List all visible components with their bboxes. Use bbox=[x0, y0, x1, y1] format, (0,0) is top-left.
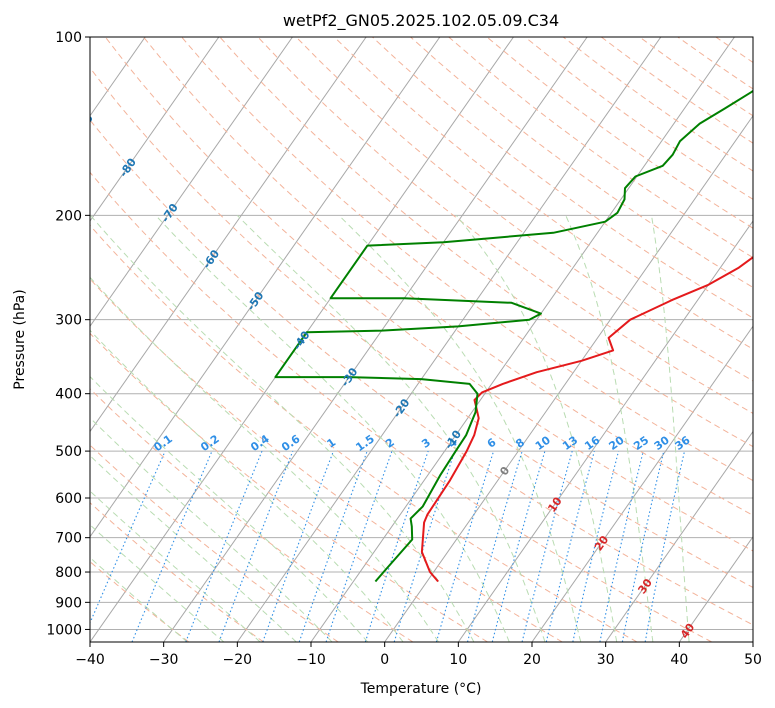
isotherm-line bbox=[752, 641, 753, 642]
mixing-ratio-line bbox=[435, 450, 495, 642]
mixing-ratio-line bbox=[185, 450, 263, 642]
dry-adiabat-line bbox=[90, 67, 753, 588]
moist-adiabat-line bbox=[90, 375, 369, 642]
mixing-ratio-line bbox=[491, 450, 546, 642]
mixing-ratio-line bbox=[131, 450, 213, 642]
dry-adiabat-line bbox=[257, 37, 753, 414]
isotherm-line bbox=[90, 37, 220, 222]
x-tick-label: 40 bbox=[670, 652, 688, 668]
isotherm-label: -100 bbox=[33, 58, 60, 88]
dry-adiabat-line bbox=[104, 37, 753, 552]
x-axis-label: Temperature (°C) bbox=[360, 681, 482, 697]
ticks-layer: −40 −30 −20 −10 0 10 20 30 40 50 100 200 300 400 500 60… bbox=[46, 30, 762, 668]
x-tick-label: −20 bbox=[223, 652, 253, 668]
isotherm-line bbox=[163, 37, 588, 642]
y-tick-label: 200 bbox=[55, 208, 82, 224]
isotherm-line bbox=[90, 37, 293, 328]
dry-adiabat-line bbox=[410, 37, 753, 289]
dry-adiabat-line bbox=[143, 37, 753, 516]
dry-adiabat-line bbox=[90, 171, 712, 642]
x-tick-label: 0 bbox=[380, 652, 389, 668]
moist-adiabat-line bbox=[236, 214, 546, 642]
y-tick-label: 900 bbox=[55, 595, 82, 611]
isotherm-line bbox=[457, 220, 753, 642]
x-tick-label: 10 bbox=[449, 652, 467, 668]
moist-adiabat-line bbox=[90, 454, 297, 642]
moist-adiabat-line bbox=[338, 214, 582, 642]
y-axis-label: Pressure (hPa) bbox=[12, 289, 28, 389]
dry-adiabat-line bbox=[90, 332, 488, 642]
isotherm-line bbox=[605, 430, 753, 642]
y-tick-label: 700 bbox=[55, 531, 82, 547]
dry-adiabat-line bbox=[90, 224, 638, 642]
mixing-ratio-line bbox=[599, 450, 644, 642]
x-tick-label: 20 bbox=[523, 652, 541, 668]
mixing-ratio-line bbox=[545, 450, 595, 642]
grid-layer bbox=[0, 37, 753, 642]
dewpoint-profile-line bbox=[274, 89, 753, 583]
moist-adiabat-line bbox=[90, 417, 333, 642]
isotherm-line bbox=[90, 37, 441, 538]
moist-adiabat-line bbox=[90, 329, 404, 642]
temperature-profile-line bbox=[420, 256, 753, 583]
y-tick-label: 400 bbox=[55, 387, 82, 403]
y-tick-label: 300 bbox=[55, 313, 82, 329]
dry-adiabat-line bbox=[90, 388, 414, 642]
mixing-ratio-line bbox=[572, 450, 620, 642]
dry-adiabat-line bbox=[295, 37, 753, 382]
dry-adiabat-line bbox=[90, 502, 264, 642]
x-tick-label: −30 bbox=[149, 652, 179, 668]
y-tick-label: 100 bbox=[55, 30, 82, 46]
moist-adiabat-line bbox=[155, 214, 510, 642]
mixing-ratio-line bbox=[218, 450, 294, 642]
y-tick-label: 1000 bbox=[46, 622, 82, 638]
moist-adiabat-line bbox=[90, 276, 439, 642]
mixing-ratio-line bbox=[298, 450, 368, 642]
mixing-ratio-line bbox=[364, 450, 429, 642]
y-tick-label: 500 bbox=[55, 444, 82, 460]
lines-layer bbox=[274, 89, 753, 583]
dry-adiabat-line bbox=[90, 119, 753, 626]
dry-adiabat-line bbox=[219, 37, 753, 448]
mixing-ratio-line bbox=[90, 450, 166, 625]
moist-adiabat-line bbox=[651, 215, 690, 642]
moist-adiabat-line bbox=[565, 215, 654, 642]
chart-title: wetPf2_GN05.2025.102.05.09.C34 bbox=[283, 11, 559, 31]
plot-frame bbox=[89, 36, 754, 643]
dry-adiabat-line bbox=[90, 278, 563, 642]
x-tick-label: −10 bbox=[296, 652, 326, 668]
isotherm-line bbox=[90, 37, 367, 433]
moist-adiabat-line bbox=[90, 490, 261, 642]
y-tick-label: 600 bbox=[55, 491, 82, 507]
mixing-ratio-line bbox=[466, 450, 523, 642]
mixing-ratio-line bbox=[393, 450, 456, 642]
mixing-ratio-line bbox=[325, 450, 393, 642]
x-tick-label: 50 bbox=[744, 652, 762, 668]
isotherm-line bbox=[310, 37, 735, 642]
x-tick-label: −40 bbox=[75, 652, 105, 668]
isotherm-line bbox=[236, 37, 662, 642]
moist-adiabat-line bbox=[90, 214, 475, 642]
isotherm-line bbox=[678, 535, 753, 642]
mixing-ratio-line bbox=[262, 450, 334, 642]
isotherm-line bbox=[531, 325, 753, 642]
isotherm-line bbox=[0, 37, 72, 642]
y-tick-label: 800 bbox=[55, 565, 82, 581]
mixing-ratio-line bbox=[521, 450, 573, 642]
isotherm-line bbox=[384, 114, 753, 642]
x-tick-label: 30 bbox=[597, 652, 615, 668]
